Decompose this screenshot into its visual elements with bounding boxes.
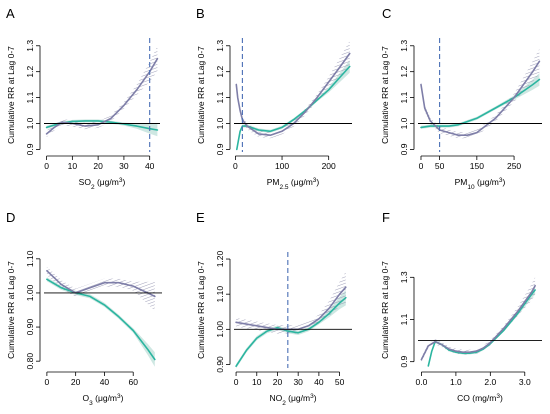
panel-f-x-tick-label: 0.0 xyxy=(416,377,428,387)
panel-e-x-tick-label: 0 xyxy=(234,377,239,387)
panel-f-y-tick-label: 1.3 xyxy=(399,271,409,283)
panel-b-x-title: PM2.5 (μg/m3) xyxy=(267,177,320,191)
panel-a-letter: A xyxy=(6,6,15,21)
panel-d-x-title: O3 (μg/m3) xyxy=(83,393,124,407)
panel-b-series-2-line xyxy=(235,52,351,136)
panel-d-series-1-line xyxy=(46,278,156,361)
panel-d-y-tick-label: 0.90 xyxy=(25,319,35,336)
panel-b-x-tick-label: 200 xyxy=(322,161,336,171)
panel-d-y-tick-label: 1.00 xyxy=(25,284,35,301)
panel-a-y-tick-label: 1.0 xyxy=(25,117,35,129)
panel-e-x-tick-label: 40 xyxy=(314,377,324,387)
panel-a-y-tick-label: 1.3 xyxy=(25,40,35,52)
panel-e-y-tick-label: 1.20 xyxy=(215,250,225,267)
panel-a-x-tick-label: 10 xyxy=(68,161,78,171)
panel-c-x-tick-label: 50 xyxy=(435,161,445,171)
panel-b-y-tick-label: 1.1 xyxy=(215,91,225,103)
panel-a-x-tick-label: 20 xyxy=(93,161,103,171)
panel-d-x-tick-label: 20 xyxy=(71,377,81,387)
panel-d-x-tick-label: 40 xyxy=(100,377,110,387)
panel-e-x-tick-label: 50 xyxy=(335,377,345,387)
panel-f-y-tick-label: 1.1 xyxy=(399,313,409,325)
panel-e-y-tick-label: 1.10 xyxy=(215,286,225,303)
panel-b-letter: B xyxy=(196,6,205,21)
panel-f-series-2-ci xyxy=(421,276,536,363)
panel-b-y-tick-label: 0.9 xyxy=(215,143,225,155)
panel-a-series-2-line xyxy=(45,57,159,135)
panel-f-series-2-line xyxy=(420,284,536,361)
panel-a: A 0.9 1.0 1.1 1.2 1.3 0 10 20 30 40 Cumulative RR a… xyxy=(6,6,160,191)
panel-f: F 0.9 1.1 1.3 0.0 1.0 2.0 3.0 Cumulative RR at L… xyxy=(380,210,542,403)
panel-c-y-tick-label: 0.9 xyxy=(399,143,409,155)
panel-e-letter: E xyxy=(196,210,205,225)
panel-e-x-tick-label: 20 xyxy=(273,377,283,387)
panel-e-series-1-line xyxy=(235,296,347,368)
panel-a-x-tick-label: 0 xyxy=(44,161,49,171)
panel-c-x-tick-label: 150 xyxy=(470,161,484,171)
panel-b: B 0.9 1.0 1.1 1.2 1.3 0 100 200 Cumulative RR at … xyxy=(196,6,352,191)
panel-b-x-tick-label: 0 xyxy=(233,161,238,171)
panel-f-x-tick-label: 2.0 xyxy=(484,377,496,387)
panel-d-x-tick-label: 0 xyxy=(45,377,50,387)
panel-b-x-tick-label: 100 xyxy=(275,161,289,171)
panel-c-y-tick-label: 1.0 xyxy=(399,117,409,129)
panel-c-y-tick-label: 1.2 xyxy=(399,66,409,78)
panel-c-series-1-ci xyxy=(421,73,540,129)
panel-d-letter: D xyxy=(6,210,15,225)
panel-f-y-title: Cumulative RR at Lag 0-7 xyxy=(380,261,390,359)
panel-a-y-title: Cumulative RR at Lag 0-7 xyxy=(6,46,16,144)
panel-f-x-title: CO (mg/m3) xyxy=(457,393,503,404)
panel-f-x-tick-label: 1.0 xyxy=(450,377,462,387)
panel-f-x-tick-label: 3.0 xyxy=(519,377,531,387)
panel-c-y-tick-label: 1.3 xyxy=(399,40,409,52)
panel-b-y-tick-label: 1.2 xyxy=(215,66,225,78)
panel-f-letter: F xyxy=(382,210,390,225)
panel-b-y-tick-label: 1.0 xyxy=(215,117,225,129)
panel-c-x-tick-label: 0 xyxy=(419,161,424,171)
panel-b-y-title: Cumulative RR at Lag 0-7 xyxy=(196,46,206,144)
panel-a-x-title: SO2 (μg/m3) xyxy=(79,177,126,191)
panel-e-x-tick-label: 30 xyxy=(293,377,303,387)
panel-d-x-tick-label: 60 xyxy=(128,377,138,387)
panel-d-y-tick-label: 0.80 xyxy=(25,353,35,370)
panel-d: D 0.80 0.90 1.00 1.10 0 20 40 60 Cumulative RR at… xyxy=(6,210,162,407)
panel-b-series-1-line xyxy=(236,65,351,151)
panel-c: C 0.9 1.0 1.1 1.2 1.3 0 50 150 250 Cumulative RR a… xyxy=(380,6,542,191)
panel-a-y-tick-label: 0.9 xyxy=(25,143,35,155)
panel-f-y-tick-label: 0.9 xyxy=(399,355,409,367)
panel-e-y-tick-label: 1.00 xyxy=(215,321,225,338)
panel-f-series-1-line xyxy=(427,289,536,367)
panel-d-y-tick-label: 1.10 xyxy=(25,250,35,267)
panel-c-y-title: Cumulative RR at Lag 0-7 xyxy=(380,46,390,144)
panel-e-series-2-ci xyxy=(236,271,346,334)
panel-e-x-title: NO2 (μg/m3) xyxy=(269,393,316,407)
panel-b-series-2-ci xyxy=(236,40,350,139)
panel-c-y-tick-label: 1.1 xyxy=(399,91,409,103)
panel-d-series-2-line xyxy=(46,269,156,298)
panel-c-series-2-ci xyxy=(421,48,540,139)
panel-c-letter: C xyxy=(382,6,391,21)
panel-c-series-2-line xyxy=(420,60,541,136)
panel-c-x-title: PM10 (μg/m3) xyxy=(455,177,506,191)
panel-e-y-title: Cumulative RR at Lag 0-7 xyxy=(196,261,206,359)
panel-a-y-tick-label: 1.1 xyxy=(25,91,35,103)
panel-d-y-title: Cumulative RR at Lag 0-7 xyxy=(6,261,16,359)
panel-e: E 0.90 1.00 1.10 1.20 0 10 20 30 40 50 Cumulative R… xyxy=(196,210,352,407)
panel-f-series-1-ci xyxy=(428,285,536,368)
panel-b-y-tick-label: 1.3 xyxy=(215,40,225,52)
panel-e-y-tick-label: 0.90 xyxy=(215,356,225,373)
panel-e-x-tick-label: 10 xyxy=(252,377,262,387)
panel-a-x-tick-label: 30 xyxy=(119,161,129,171)
panel-a-x-tick-label: 40 xyxy=(145,161,155,171)
panel-c-x-tick-label: 250 xyxy=(507,161,521,171)
panel-a-y-tick-label: 1.2 xyxy=(25,66,35,78)
